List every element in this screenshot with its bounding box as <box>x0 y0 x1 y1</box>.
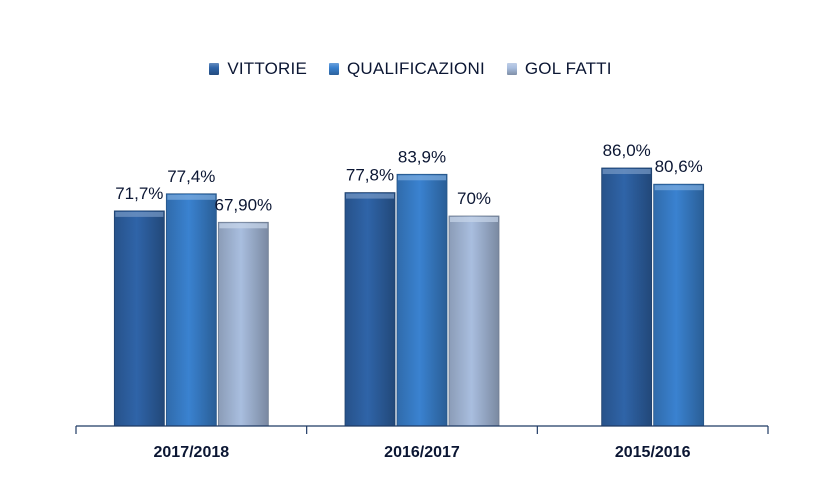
legend-item-2: GOL FATTI <box>506 59 612 79</box>
bar-highlight <box>167 194 216 200</box>
bar-qualificazioni-0 <box>165 193 217 427</box>
legend-item-0: VITTORIE <box>209 59 307 79</box>
category-label: 2016/2017 <box>384 444 460 461</box>
category-label: 2017/2018 <box>154 444 230 461</box>
bar-highlight <box>346 193 394 199</box>
bar-vittorie-1 <box>344 192 396 427</box>
data-label: 70% <box>457 189 491 208</box>
category-label: 2015/2016 <box>615 444 691 461</box>
bar-highlight <box>115 211 164 217</box>
bar-vittorie-2 <box>601 167 653 427</box>
bar-qualificazioni-1 <box>396 173 448 427</box>
legend-item-1: QUALIFICAZIONI <box>329 59 485 79</box>
bar-highlight <box>602 169 651 174</box>
data-label: 67,90% <box>214 195 272 214</box>
bar-qualificazioni-2 <box>653 183 705 427</box>
legend-swatch <box>329 63 339 75</box>
bar-highlight <box>654 185 703 191</box>
data-label: 86,0% <box>603 141 651 160</box>
bar-gol-fatti-1 <box>448 215 500 427</box>
chart-legend: VITTORIE QUALIFICAZIONI GOL FATTI <box>0 54 821 84</box>
legend-swatch <box>506 63 517 75</box>
bar-highlight <box>450 217 498 222</box>
legend-swatch <box>209 63 220 75</box>
bar-gol-fatti-0 <box>217 221 269 427</box>
data-label: 80,6% <box>655 157 703 176</box>
bar-vittorie-0 <box>113 210 165 427</box>
data-label: 83,9% <box>398 147 446 166</box>
data-label: 77,8% <box>346 166 394 185</box>
legend-label: QUALIFICAZIONI <box>347 59 485 78</box>
bar-highlight <box>219 223 268 229</box>
legend-label: GOL FATTI <box>524 59 612 78</box>
data-label: 77,4% <box>167 167 215 186</box>
data-label: 71,7% <box>115 184 163 203</box>
legend-label: VITTORIE <box>227 59 307 78</box>
bar-highlight <box>398 175 446 181</box>
